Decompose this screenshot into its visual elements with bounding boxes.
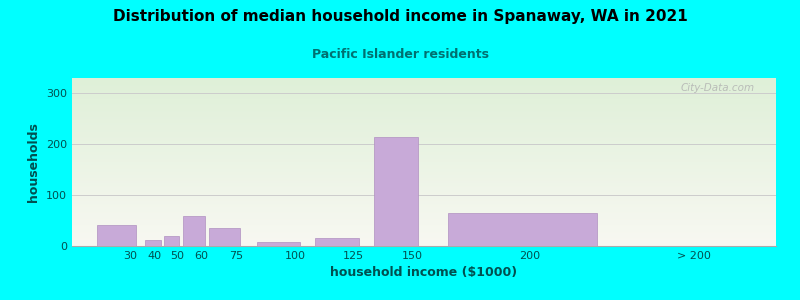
Bar bbox=[315, 238, 359, 246]
X-axis label: household income ($1000): household income ($1000) bbox=[330, 266, 518, 279]
Bar bbox=[210, 228, 240, 246]
Text: Distribution of median household income in Spanaway, WA in 2021: Distribution of median household income … bbox=[113, 9, 687, 24]
Bar bbox=[97, 225, 136, 246]
Bar bbox=[164, 236, 179, 246]
Bar bbox=[257, 242, 300, 246]
Text: Pacific Islander residents: Pacific Islander residents bbox=[311, 48, 489, 61]
Bar bbox=[374, 136, 418, 246]
Bar bbox=[183, 217, 205, 246]
Text: City-Data.com: City-Data.com bbox=[681, 83, 755, 93]
Bar bbox=[448, 213, 597, 246]
Y-axis label: households: households bbox=[27, 122, 41, 202]
Bar bbox=[146, 240, 161, 246]
